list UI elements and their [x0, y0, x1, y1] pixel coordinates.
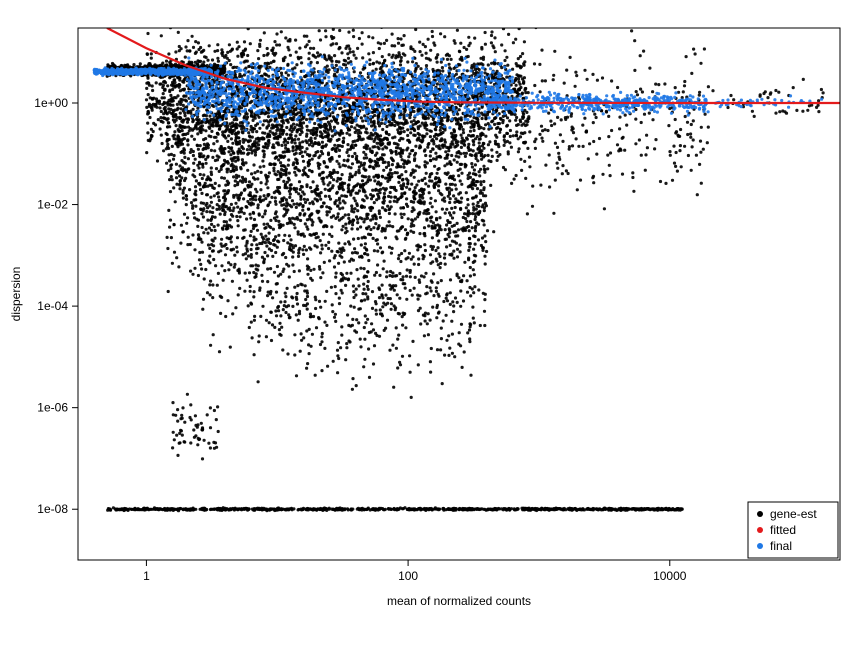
legend-marker: [757, 511, 763, 517]
y-axis-label: dispersion: [9, 267, 23, 322]
legend-label: gene-est: [770, 507, 817, 521]
x-tick-label: 100: [398, 569, 418, 583]
y-tick-label: 1e-06: [37, 401, 68, 415]
legend-marker: [757, 543, 763, 549]
x-axis-label: mean of normalized counts: [387, 594, 531, 608]
legend-label: fitted: [770, 523, 796, 537]
y-tick-label: 1e-08: [37, 502, 68, 516]
x-tick-label: 1: [143, 569, 150, 583]
legend-marker: [757, 527, 763, 533]
dispersion-plot: 1 100 10000 1e-08 1e-06 1e-04 1e-02 1e+00 mean o…: [0, 0, 864, 648]
chart-svg: 1 100 10000 1e-08 1e-06 1e-04 1e-02 1e+00 mean o…: [0, 0, 864, 648]
legend: gene-est fitted final: [748, 502, 838, 558]
x-tick-label: 10000: [653, 569, 687, 583]
y-tick-label: 1e-04: [37, 299, 68, 313]
legend-label: final: [770, 539, 792, 553]
y-tick-label: 1e-02: [37, 198, 68, 212]
y-tick-label: 1e+00: [34, 96, 68, 110]
